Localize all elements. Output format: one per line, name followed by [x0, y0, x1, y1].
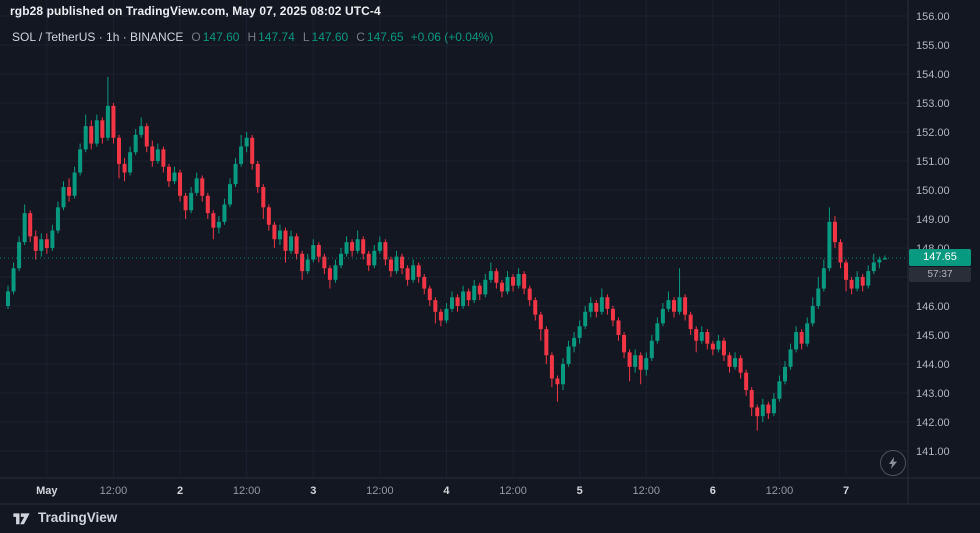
- svg-text:154.00: 154.00: [916, 69, 950, 81]
- svg-text:152.00: 152.00: [916, 127, 950, 139]
- close-value: 147.65: [366, 30, 404, 44]
- svg-text:151.00: 151.00: [916, 156, 950, 168]
- high-label: H: [247, 30, 257, 44]
- change-value: +0.06 (+0.04%): [410, 30, 494, 44]
- symbol-info-bar[interactable]: SOL / TetherUS · 1h · BINANCE O 147.60 H…: [12, 30, 493, 44]
- svg-text:May: May: [36, 485, 58, 497]
- svg-text:12:00: 12:00: [233, 485, 261, 497]
- tradingview-logo-icon: [12, 508, 31, 527]
- bar-countdown-label: 57:37: [909, 267, 971, 283]
- svg-text:12:00: 12:00: [100, 485, 128, 497]
- svg-text:12:00: 12:00: [499, 485, 527, 497]
- tradingview-brand-text: TradingView: [38, 510, 118, 525]
- publish-text: rgb28 published on TradingView.com, May …: [10, 4, 381, 18]
- svg-text:12:00: 12:00: [366, 485, 394, 497]
- last-price-label: 147.65: [909, 249, 971, 267]
- svg-text:141.00: 141.00: [916, 446, 950, 458]
- low-value: 147.60: [311, 30, 349, 44]
- svg-text:2: 2: [177, 485, 183, 497]
- tradingview-footer-link[interactable]: TradingView: [12, 508, 117, 527]
- price-axis[interactable]: [908, 0, 980, 478]
- svg-text:149.00: 149.00: [916, 214, 950, 226]
- close-label: C: [356, 30, 365, 44]
- svg-text:145.00: 145.00: [916, 330, 950, 342]
- open-value: 147.60: [202, 30, 240, 44]
- svg-text:142.00: 142.00: [916, 417, 950, 429]
- svg-text:12:00: 12:00: [766, 485, 794, 497]
- open-label: O: [191, 30, 201, 44]
- svg-text:4: 4: [443, 485, 450, 497]
- svg-text:146.00: 146.00: [916, 301, 950, 313]
- svg-text:12:00: 12:00: [632, 485, 660, 497]
- low-label: L: [302, 30, 310, 44]
- time-axis[interactable]: [0, 478, 980, 505]
- svg-text:7: 7: [843, 485, 849, 497]
- svg-text:143.00: 143.00: [916, 388, 950, 400]
- high-value: 147.74: [258, 30, 295, 44]
- svg-text:153.00: 153.00: [916, 98, 950, 110]
- publish-bar: rgb28 published on TradingView.com, May …: [10, 4, 381, 18]
- svg-text:144.00: 144.00: [916, 359, 950, 371]
- svg-text:155.00: 155.00: [916, 40, 950, 52]
- lightning-bolt-icon: [886, 456, 900, 470]
- symbol-title: SOL / TetherUS · 1h · BINANCE: [12, 30, 184, 44]
- quick-trade-button[interactable]: [880, 450, 906, 476]
- svg-text:6: 6: [710, 485, 716, 497]
- svg-text:3: 3: [310, 485, 316, 497]
- svg-text:150.00: 150.00: [916, 185, 950, 197]
- svg-text:156.00: 156.00: [916, 11, 950, 23]
- svg-text:5: 5: [577, 485, 583, 497]
